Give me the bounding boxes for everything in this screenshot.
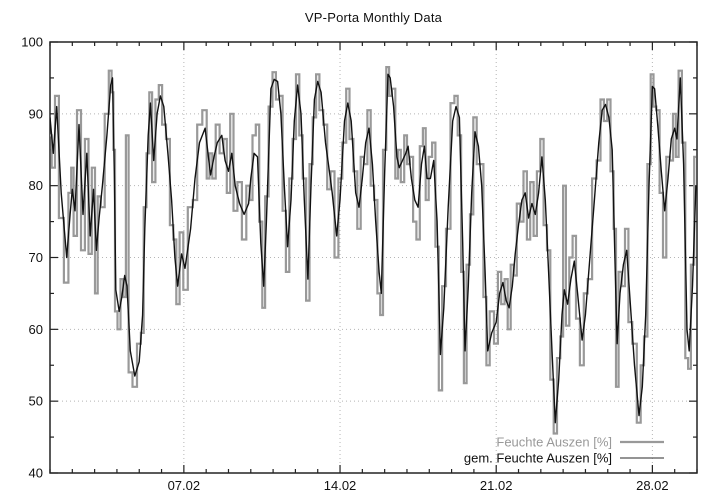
y-tick-label: 40 [29, 466, 43, 481]
y-tick-label: 70 [29, 250, 43, 265]
y-tick-label: 60 [29, 322, 43, 337]
series-raw-feuchte-auszen [50, 66, 696, 435]
legend-label: Feuchte Auszen [%] [496, 435, 612, 450]
x-tick-label: 14.02 [324, 478, 357, 493]
chart-title: VP-Porta Monthly Data [304, 10, 443, 25]
series-gem-feuchte-auszen [50, 73, 697, 424]
x-tick-label: 28.02 [636, 478, 669, 493]
y-tick-label: 50 [29, 394, 43, 409]
legend-label: gem. Feuchte Auszen [%] [464, 451, 612, 466]
y-tick-label: 90 [29, 106, 43, 121]
x-tick-label: 07.02 [168, 478, 201, 493]
x-tick-label: 21.02 [480, 478, 513, 493]
y-tick-label: 80 [29, 178, 43, 193]
y-tick-label: 100 [21, 35, 43, 50]
